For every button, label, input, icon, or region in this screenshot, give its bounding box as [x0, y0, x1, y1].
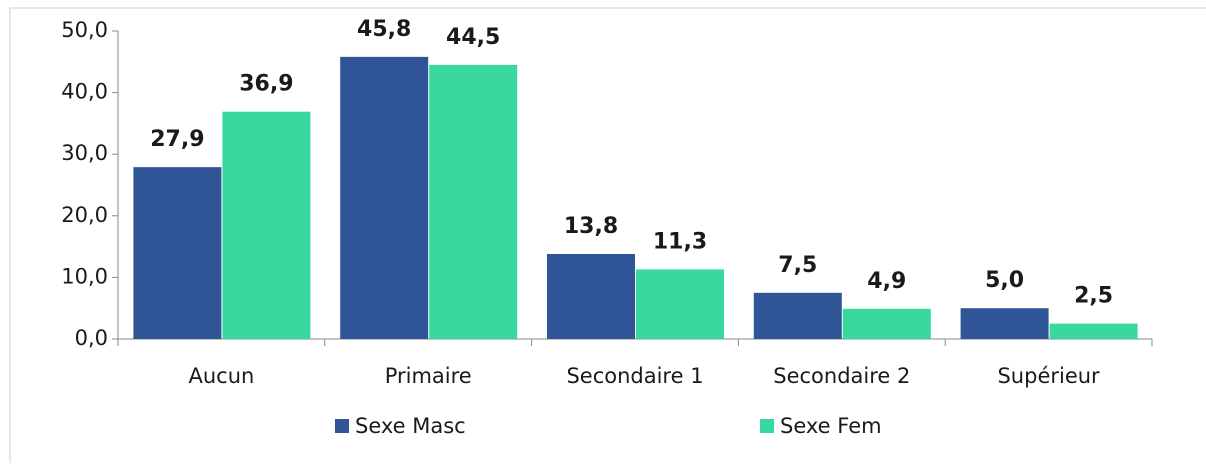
- y-tick-label: 10,0: [61, 264, 108, 288]
- bar: [1049, 323, 1138, 339]
- value-label: 27,9: [150, 127, 204, 152]
- bar: [340, 56, 429, 339]
- value-label: 13,8: [564, 214, 618, 239]
- y-tick-label: 30,0: [61, 141, 108, 165]
- legend-swatch: [335, 419, 349, 433]
- value-label: 5,0: [985, 268, 1024, 293]
- value-label: 45,8: [357, 17, 411, 42]
- bar: [753, 292, 842, 339]
- value-label: 44,5: [446, 25, 500, 50]
- y-tick-label: 40,0: [61, 80, 108, 104]
- bar: [429, 64, 518, 339]
- bar: [842, 308, 931, 339]
- y-tick-label: 0,0: [75, 326, 108, 350]
- x-tick-label: Secondaire 2: [773, 364, 910, 388]
- legend-label: Sexe Fem: [780, 414, 882, 438]
- bar: [133, 167, 222, 339]
- y-tick-label: 20,0: [61, 203, 108, 227]
- chart-frame: [9, 7, 1206, 467]
- value-label: 36,9: [239, 72, 293, 97]
- bar: [960, 308, 1049, 339]
- bar: [636, 269, 724, 339]
- bar: [547, 253, 635, 339]
- x-tick-label: Secondaire 1: [566, 364, 703, 388]
- legend-label: Sexe Masc: [355, 414, 466, 438]
- bar: [222, 111, 311, 339]
- x-tick-label: Aucun: [188, 364, 254, 388]
- x-tick-label: Primaire: [385, 364, 472, 388]
- value-label: 7,5: [778, 253, 817, 278]
- value-label: 2,5: [1074, 284, 1113, 309]
- y-tick-label: 50,0: [61, 18, 108, 42]
- legend-swatch: [760, 419, 774, 433]
- x-tick-label: Supérieur: [997, 364, 1100, 388]
- value-label: 11,3: [653, 229, 707, 254]
- value-label: 4,9: [867, 269, 906, 294]
